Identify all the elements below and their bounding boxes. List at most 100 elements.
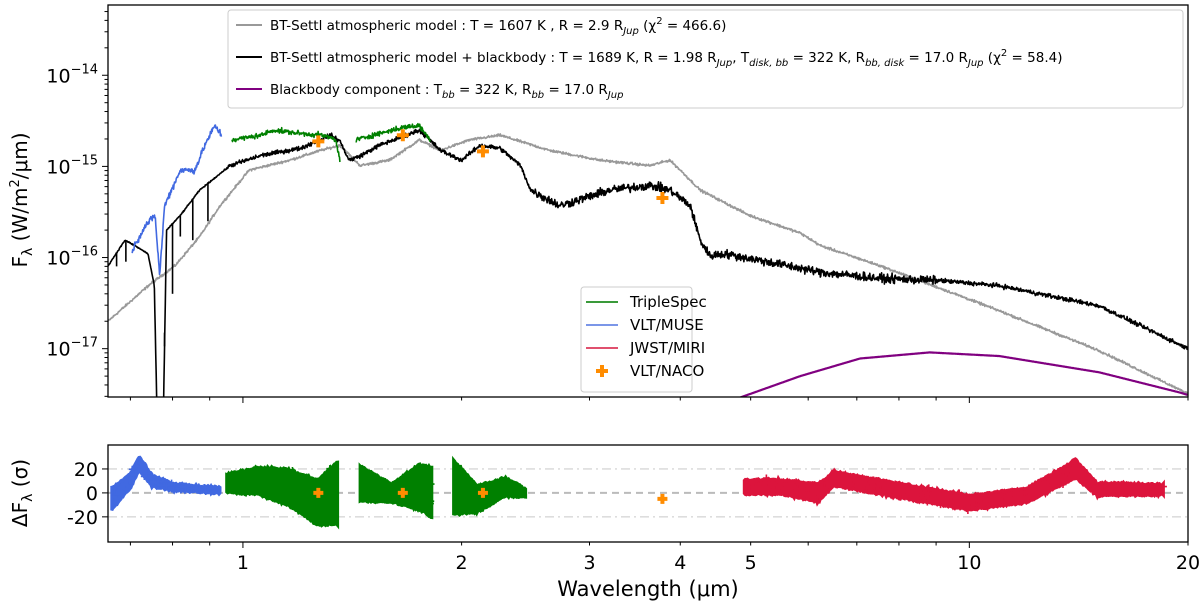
residual-point [427,497,435,505]
residual-point [834,476,842,484]
y-tick-label: 10−17 [46,336,98,361]
residual-point [1140,484,1148,492]
legend-text-part: = 58.4) [1007,50,1062,66]
residual-point [304,480,312,488]
residual-point [497,491,505,499]
residual-point [128,465,136,473]
residual-point [506,490,514,498]
legend-entry-label: BT-Settl atmospheric model + blackbody :… [270,48,1062,69]
residual-point [762,474,770,482]
legend-text-part: BT-Settl atmospheric model + blackbody :… [270,50,717,66]
residual-point [125,477,133,485]
series-vlt-muse [131,124,223,276]
residual-point [925,484,933,492]
residual-point [201,484,209,492]
legend-text-part: Blackbody component : T [270,82,443,98]
legend-text-part: = 466.6) [663,18,727,34]
series-bt-settl-atmospheric-model-blackbody [108,128,1188,397]
x-tick-label: 10 [957,552,981,574]
residual-point [389,485,397,493]
residual-point [1159,483,1167,491]
residual-point [191,484,199,492]
residual-point [110,493,118,501]
residual-point [416,495,424,503]
residual-point [1074,468,1082,476]
tick-exponent: −14 [71,62,98,77]
naco-photometry-point [396,129,409,142]
residual-point [410,484,418,492]
x-tick-label: 1 [237,552,249,574]
legend-text-part: Jup [606,90,624,101]
x-tick-label: 4 [674,552,686,574]
residual-point [975,497,983,505]
residual-point [879,485,887,493]
residual-point [388,493,396,501]
residual-point [1085,480,1093,488]
residual-point [804,491,812,499]
residual-point [252,477,260,485]
legend-text-part: = 17.0 R [544,82,608,98]
legend-text-part: bb [442,90,455,101]
residual-point [326,465,334,473]
residual-point [969,494,977,502]
residual-point [168,479,176,487]
residual-point [960,494,968,502]
residual-point [471,499,479,507]
residual-point [1083,479,1091,487]
residual-point [1020,488,1028,496]
residual-axes-frame [107,444,1189,543]
residual-point [823,479,831,487]
residual-point [923,498,931,506]
legend-entry-label: BT-Settl atmospheric model : T = 1607 K … [270,16,726,37]
residual-point [202,488,210,496]
residual-point [750,487,758,495]
spectrum-line [131,124,223,276]
tick-exponent: −15 [71,153,98,168]
residual-point [517,486,525,494]
residual-point [1024,493,1032,501]
residual-point [841,482,849,490]
residual-point [984,497,992,505]
residual-point [427,480,435,488]
residual-point [510,487,518,495]
residual-point [1087,474,1095,482]
ylabel-rest: (W/m [8,188,32,248]
residual-point [1068,459,1076,467]
residual-point [955,489,963,497]
residual-point [859,476,867,484]
residual-point [932,492,940,500]
residual-point [382,496,390,504]
residual-point [854,484,862,492]
residual-point [419,484,427,492]
legend-entry-label: JWST/MIRI [629,339,705,357]
residual-point [163,482,171,490]
spectrum-series [108,122,1188,397]
residual-point [1150,489,1158,497]
legend-entry-label: VLT/MUSE [630,316,704,334]
naco-residual-point [397,487,408,498]
x-axis-label: Wavelength (μm) [557,577,738,601]
residual-point [149,478,157,486]
spectrum-line [108,128,1188,397]
residual-point [398,481,406,489]
residual-point [891,480,899,488]
residual-point [1091,486,1099,494]
residual-point [276,476,284,484]
residual-point [226,482,234,490]
legend-text-part: bb, disk [865,58,905,69]
legend-text-part: Jup [621,26,639,37]
residual-point [456,482,464,490]
residual-point [1112,487,1120,495]
legend-text-part: 2 [656,16,662,27]
residual-point [1099,489,1107,497]
residual-point [1156,485,1164,493]
x-tick-label: 5 [745,552,757,574]
residual-point [780,481,788,489]
residual-point [1059,481,1067,489]
residual-point [294,473,302,481]
residual-point [299,498,307,506]
legend-entry-label: Blackbody component : Tbb = 322 K, Rbb =… [270,82,623,101]
legend-text-part: (χ [984,50,1002,66]
